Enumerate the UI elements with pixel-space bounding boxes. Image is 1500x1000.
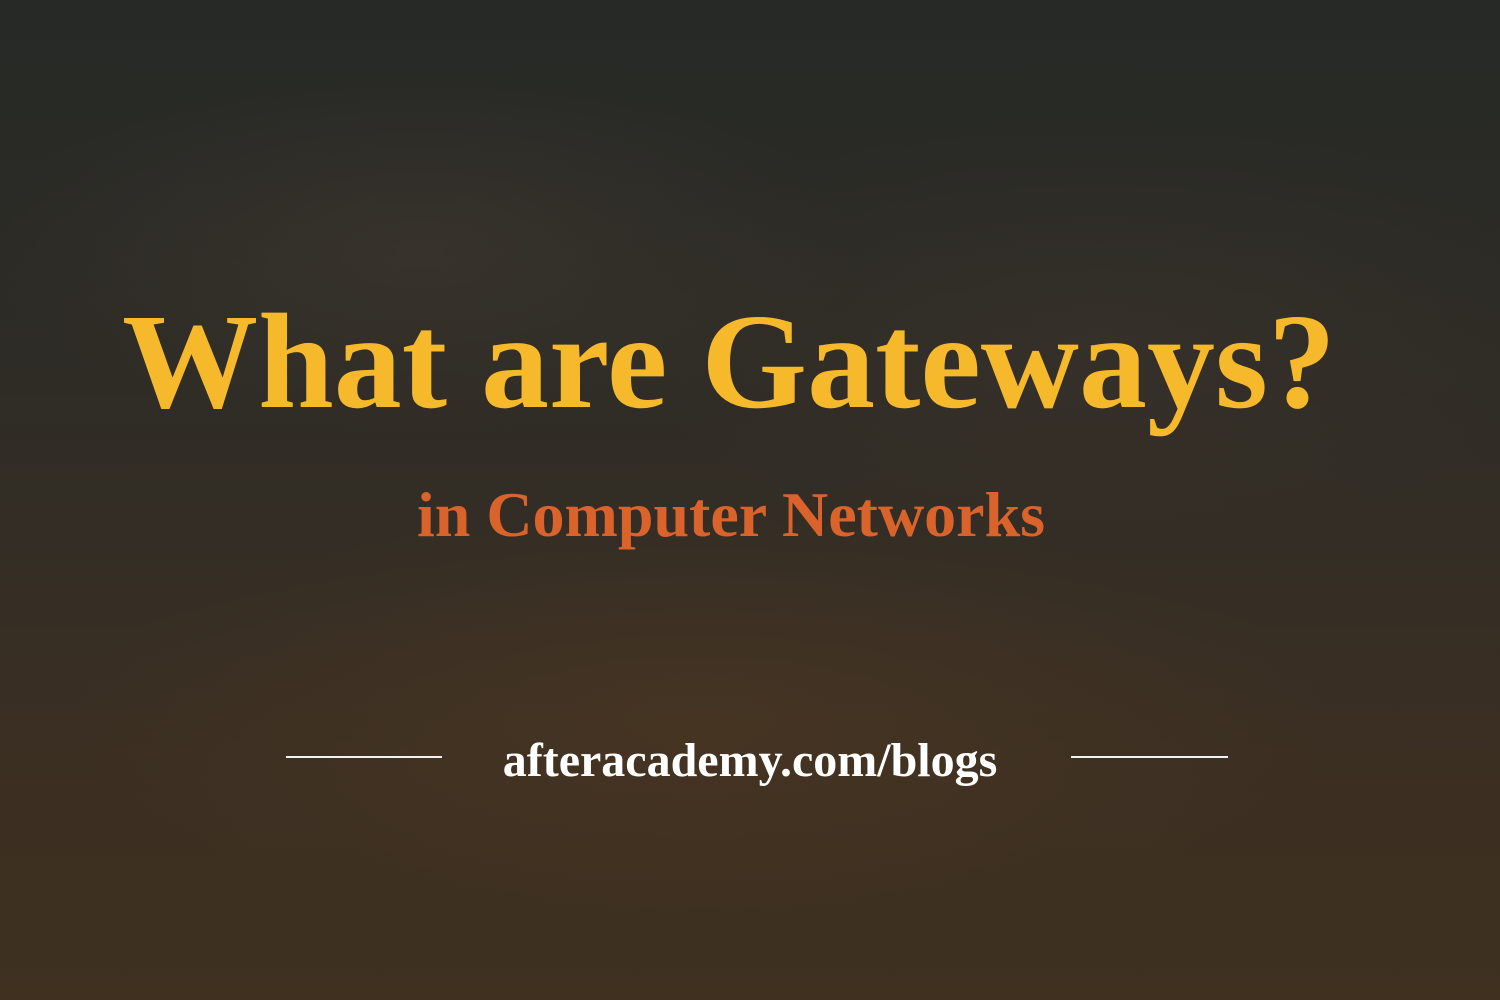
banner-subtitle: in Computer Networks: [416, 479, 1046, 550]
left-divider-line: [286, 756, 442, 758]
right-divider-line: [1071, 756, 1228, 758]
website-url: afteracademy.com/blogs: [502, 734, 998, 787]
banner-title: What are Gateways?: [122, 287, 1336, 437]
